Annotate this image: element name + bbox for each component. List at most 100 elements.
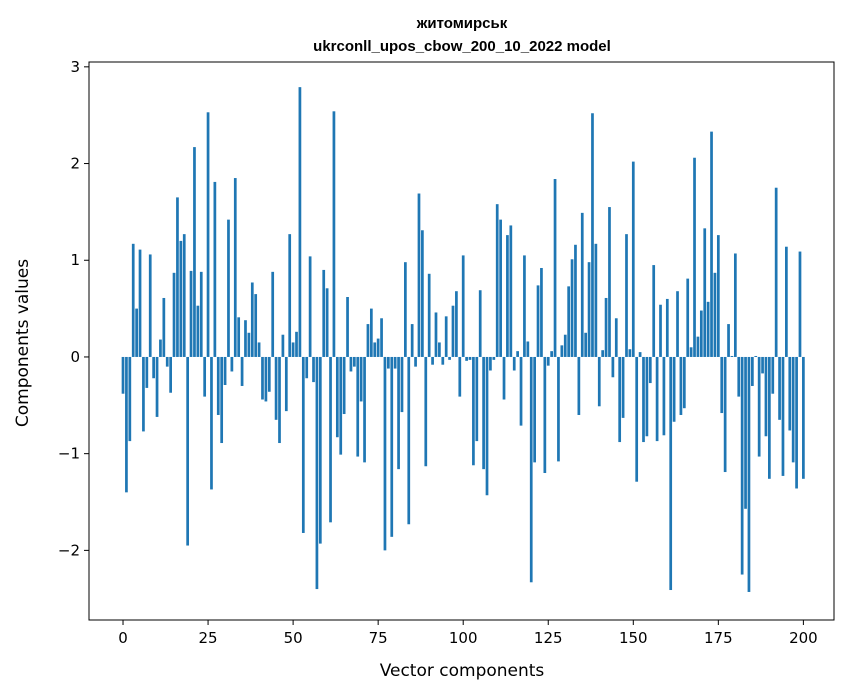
bar [223, 356, 227, 386]
bar [189, 270, 193, 357]
bar [713, 272, 717, 357]
bar [315, 356, 319, 590]
bar [584, 332, 588, 357]
bar [261, 356, 264, 400]
bar [662, 356, 666, 436]
bar [383, 356, 387, 551]
y-tick-label: 3 [70, 58, 80, 76]
bar [254, 294, 258, 357]
bar [638, 352, 642, 357]
bar [414, 356, 417, 367]
bar [621, 356, 625, 418]
bar [706, 301, 710, 357]
y-axis-ticks: −2 −1 0 1 2 3 [58, 58, 89, 559]
bar [142, 356, 145, 432]
bar [421, 230, 424, 357]
bar [482, 356, 485, 470]
bar [342, 356, 346, 415]
bar [155, 356, 159, 417]
bar [237, 317, 241, 357]
bar [614, 318, 618, 357]
bar [461, 255, 465, 357]
bar [740, 356, 744, 575]
bar [710, 131, 713, 357]
bar [376, 338, 380, 357]
bar [250, 282, 254, 357]
x-tick-label: 50 [284, 629, 303, 647]
bar [594, 243, 598, 357]
bar [699, 310, 703, 357]
bar [329, 356, 332, 523]
bar [240, 356, 244, 386]
bar [628, 349, 632, 357]
bar [672, 356, 676, 422]
bar [611, 356, 615, 378]
bar [659, 304, 662, 357]
bar [723, 356, 727, 473]
x-tick-label: 150 [619, 629, 648, 647]
bar [587, 262, 591, 357]
bar [557, 356, 560, 462]
bar [121, 356, 125, 394]
bar [679, 356, 683, 415]
bar [233, 178, 237, 357]
bar [533, 356, 536, 463]
bar [648, 356, 652, 384]
bar [798, 251, 802, 357]
bar [318, 356, 322, 544]
bar [570, 259, 574, 357]
bar [495, 204, 499, 357]
bar [560, 345, 564, 357]
bar [179, 240, 183, 357]
bar [733, 253, 737, 357]
bar [148, 254, 152, 357]
bar [366, 324, 370, 357]
bar [288, 234, 292, 357]
y-tick-label: 0 [70, 348, 80, 366]
bar [591, 113, 594, 357]
bar [455, 291, 458, 357]
bar [499, 219, 502, 357]
bar [159, 339, 162, 357]
bar [727, 324, 730, 357]
bar [390, 356, 394, 537]
bar [220, 356, 224, 444]
bar [492, 356, 496, 360]
bar [519, 356, 523, 426]
bar [655, 356, 659, 442]
bar [791, 356, 795, 463]
bar [427, 273, 431, 357]
bar [720, 356, 724, 414]
bar [574, 244, 577, 357]
bar [267, 356, 271, 392]
x-axis-ticks: 0 25 50 75 100 125 150 175 200 [118, 620, 818, 647]
bar [778, 356, 781, 420]
bar [203, 356, 207, 397]
y-tick-label: 1 [70, 251, 80, 269]
bar [744, 356, 747, 509]
bar [665, 298, 669, 357]
bar [271, 271, 275, 357]
bar [689, 347, 693, 357]
bar [512, 356, 516, 371]
bar [264, 356, 268, 402]
bar [257, 342, 261, 357]
y-tick-label: −1 [58, 445, 80, 463]
bar [485, 356, 489, 496]
bar [363, 356, 366, 463]
bar [441, 356, 445, 365]
bars-group [121, 87, 805, 592]
bar [244, 320, 247, 357]
bar [768, 356, 771, 479]
bar [553, 179, 557, 357]
bar [669, 356, 673, 591]
bar [284, 356, 288, 412]
plot-frame [88, 61, 835, 621]
bar [291, 342, 295, 357]
bar [781, 356, 785, 476]
bar [631, 161, 635, 357]
bar [502, 356, 506, 400]
bar [227, 219, 230, 357]
bar [404, 262, 407, 357]
bar [529, 356, 533, 583]
